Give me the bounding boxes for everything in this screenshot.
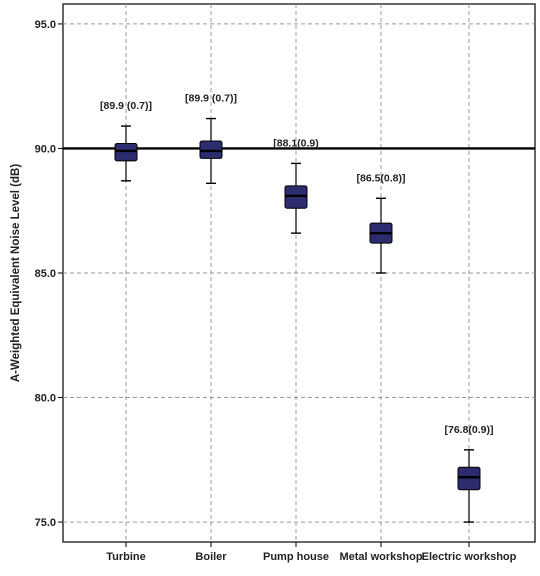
y-tick-label: 90.0 — [35, 143, 56, 155]
data-annotation: [88.1(0.9) — [273, 137, 319, 149]
data-annotation: [89.9 (0.7)] — [185, 93, 237, 105]
data-annotation: [86.5(0.8)] — [356, 172, 405, 184]
y-axis-title: A-Weighted Equivalent Noise Level (dB) — [10, 164, 22, 382]
data-annotation: [76.8(0.9)] — [444, 424, 493, 436]
x-axis-categories: Turbine Boiler Pump house Metal workshop Ele… — [106, 542, 517, 563]
box-boiler — [199, 117, 223, 185]
data-annotation: [89.9 (0.7)] — [100, 100, 152, 112]
box-turbine — [114, 125, 138, 182]
y-tick-label: 85.0 — [35, 268, 56, 280]
boxes-group — [114, 117, 481, 523]
y-tick-label: 95.0 — [35, 19, 56, 31]
box-iqr — [114, 142, 138, 162]
x-category-label: Pump house — [263, 551, 329, 563]
box-iqr — [284, 185, 308, 209]
annotations-group: [89.9 (0.7)] [89.9 (0.7)] [88.1(0.9) [86.5(… — [100, 93, 493, 436]
box-pump-house — [284, 162, 308, 234]
y-tick-label: 75.0 — [35, 517, 56, 529]
x-category-label: Metal workshop — [339, 551, 422, 563]
box-iqr — [457, 466, 481, 491]
x-category-label: Boiler — [195, 551, 227, 563]
box-iqr — [199, 140, 223, 159]
box-metal-workshop — [369, 197, 393, 274]
y-tick-label: 80.0 — [35, 393, 56, 405]
x-category-label: Electric workshop — [422, 551, 517, 563]
x-category-label: Turbine — [106, 551, 146, 563]
box-electric-workshop — [457, 449, 481, 523]
y-axis-ticks: 75.0 80.0 85.0 90.0 95.0 — [35, 19, 63, 529]
